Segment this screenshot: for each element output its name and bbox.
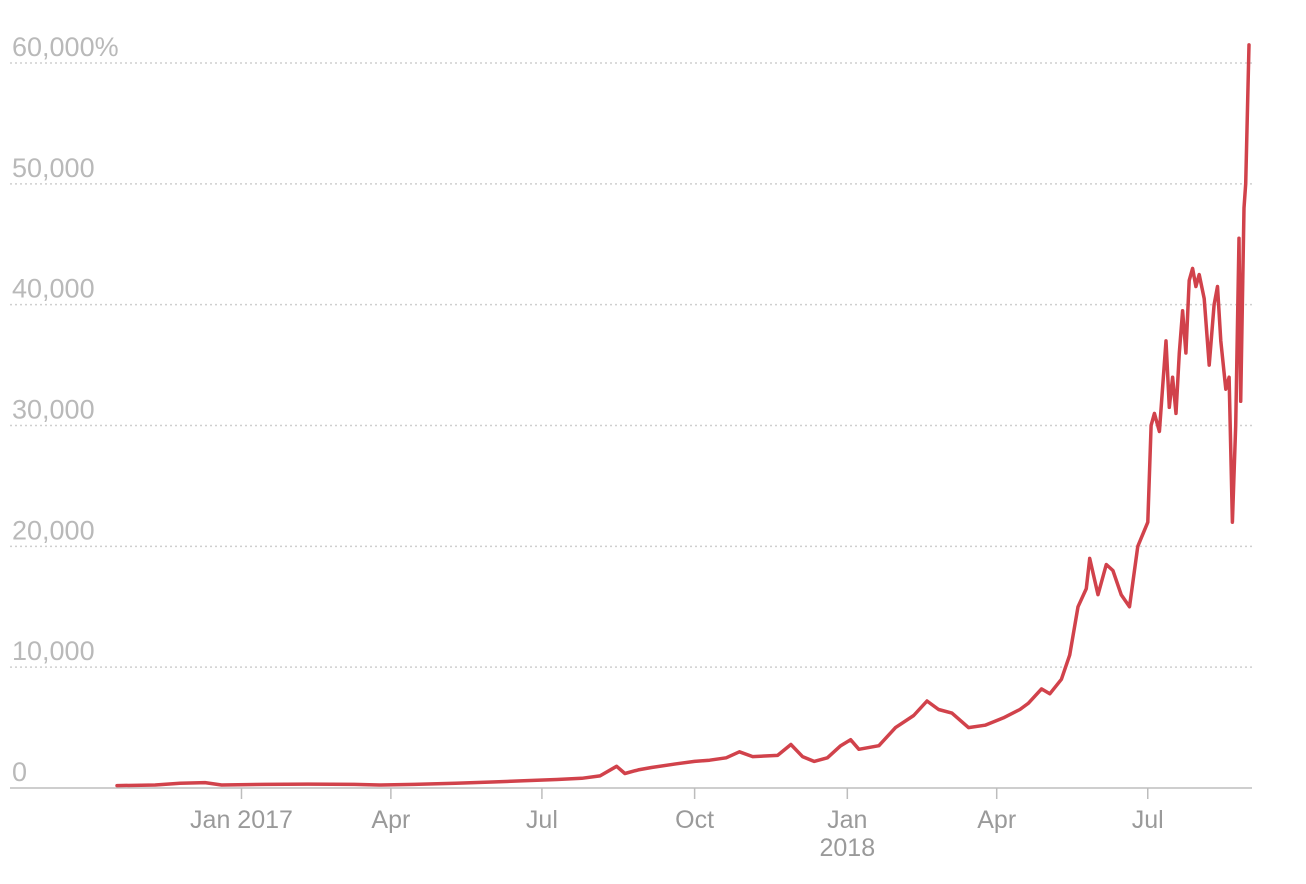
x-tick-label: Apr (977, 806, 1016, 834)
y-tick-label: 40,000 (12, 274, 95, 304)
x-tick-label-year: 2018 (820, 834, 876, 862)
x-tick-label: Jan (827, 806, 867, 834)
y-tick-label: 20,000 (12, 515, 95, 545)
series-lines (115, 43, 1251, 788)
series-line (115, 43, 1251, 788)
gridlines (10, 62, 1252, 668)
x-tick-label: Oct (675, 806, 714, 834)
y-axis-tick-labels: 0 10,000 20,000 30,000 40,000 50,000 60,000% (12, 32, 119, 787)
x-tick-label: Apr (371, 806, 410, 834)
y-tick-label: 0 (12, 757, 27, 787)
x-tick-label: Jul (1132, 806, 1164, 834)
x-tick-label: Jul (526, 806, 558, 834)
y-tick-label: 50,000 (12, 153, 95, 183)
y-tick-label: 60,000% (12, 32, 119, 62)
y-tick-label: 30,000 (12, 395, 95, 425)
y-tick-label: 10,000 (12, 636, 95, 666)
x-tick-label: Jan 2017 (190, 806, 293, 834)
